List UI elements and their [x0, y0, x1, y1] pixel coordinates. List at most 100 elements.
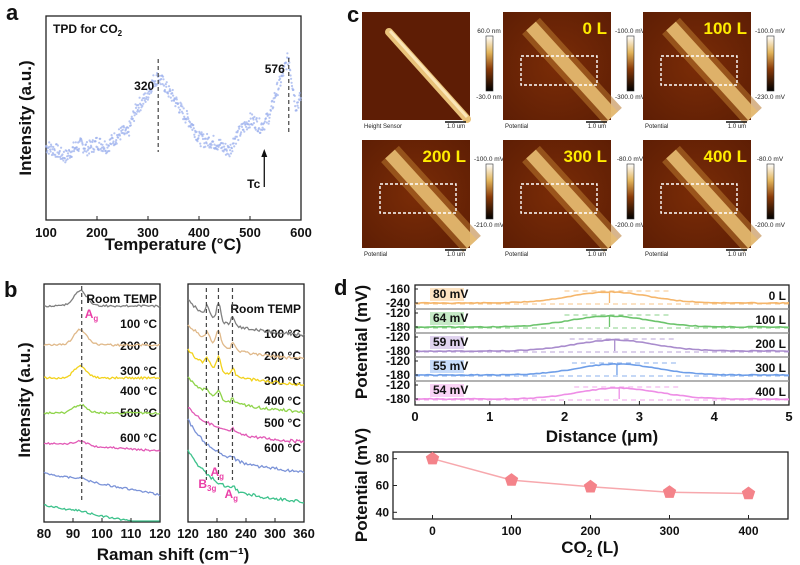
- data-point: [138, 110, 141, 113]
- data-point: [183, 115, 186, 118]
- data-point: [104, 149, 107, 152]
- data-point: [150, 90, 153, 93]
- data-point: [52, 145, 55, 149]
- data-point: [265, 121, 268, 124]
- data-point: [206, 132, 209, 136]
- data-point: [56, 151, 59, 154]
- colorbar-min: -300.0 mV: [615, 94, 646, 101]
- y-tick-label: -180: [386, 368, 410, 382]
- data-point: [59, 155, 62, 159]
- data-point: [99, 137, 102, 140]
- nanorod: [666, 149, 758, 249]
- diff-label-bg: [430, 360, 464, 373]
- data-point: [154, 84, 157, 87]
- spectrum-line: [187, 299, 305, 338]
- data-point: [96, 146, 99, 149]
- data-point: [263, 120, 266, 123]
- profile-line: [414, 362, 789, 377]
- data-point: [279, 84, 282, 87]
- data-point: [50, 145, 53, 148]
- data-point-pentagon: [425, 451, 440, 465]
- data-point: [136, 108, 139, 112]
- data-point: [90, 146, 93, 149]
- data-point: [169, 96, 172, 99]
- x-tick-label: 100: [501, 524, 521, 538]
- data-point: [60, 146, 63, 149]
- series-label: 200 °C: [120, 339, 157, 353]
- panel-letter-a: a: [6, 0, 19, 25]
- data-point: [57, 155, 60, 158]
- x-tick-label: 300: [137, 225, 159, 240]
- peak-marker-label: B3g: [198, 477, 216, 493]
- colorbar: [766, 35, 775, 92]
- profile-line: [414, 290, 790, 305]
- data-point: [210, 146, 213, 149]
- y-tick-label: -180: [386, 344, 410, 358]
- data-point: [162, 84, 166, 87]
- data-point: [127, 130, 130, 133]
- data-point: [248, 123, 251, 126]
- data-point: [197, 137, 200, 140]
- series-label: 400 °C: [264, 394, 301, 408]
- data-point: [195, 130, 198, 133]
- profile-line: [415, 338, 790, 353]
- data-point: [257, 127, 261, 130]
- image-caption: Potential: [645, 252, 668, 258]
- data-point: [204, 145, 207, 148]
- data-point: [74, 141, 77, 144]
- data-point: [273, 96, 277, 99]
- data-point: [154, 80, 157, 83]
- raman-charts: 600 °C 500 °C 400 °C 300 °C 200 °C 100 °C Room…: [15, 283, 315, 564]
- data-point: [134, 106, 138, 109]
- x-tick-label: 4: [711, 409, 719, 424]
- selection-box: [379, 183, 457, 214]
- data-point: [207, 136, 210, 139]
- data-point: [259, 131, 262, 134]
- data-point: [67, 154, 70, 157]
- data-point: [262, 122, 266, 125]
- data-point: [212, 140, 215, 143]
- x-tick-label: 0: [411, 409, 418, 424]
- data-point: [224, 142, 227, 145]
- data-point: [222, 150, 225, 153]
- data-point: [48, 141, 51, 144]
- data-point: [165, 85, 168, 88]
- data-point: [143, 97, 146, 100]
- x-axis-label-top: Distance (μm): [546, 427, 658, 446]
- afm-image-height: Height Sensor 1.0 um 60.0 nm -30.0 nm: [362, 12, 502, 130]
- colorbar-min: -200.0 mV: [755, 222, 786, 229]
- data-point: [252, 122, 255, 125]
- data-point: [117, 128, 121, 131]
- diff-label-bg: [430, 336, 464, 349]
- diff-label-bg: [430, 384, 464, 397]
- y-axis-label: Intensity (a.u.): [16, 60, 35, 175]
- x-tick-label: 600: [290, 225, 312, 240]
- colorbar-min: -230.0 mV: [755, 94, 786, 101]
- scale-bar-label: 1.0 um: [588, 124, 606, 130]
- data-point: [181, 105, 184, 108]
- data-point: [119, 138, 122, 141]
- data-point: [289, 69, 292, 72]
- data-point: [201, 137, 205, 141]
- spectrum-line: [43, 364, 161, 380]
- data-point: [146, 92, 149, 95]
- data-point: [228, 146, 231, 149]
- data-point: [268, 113, 272, 116]
- data-point: [293, 94, 296, 97]
- data-point: [199, 145, 202, 148]
- data-point: [168, 88, 171, 91]
- x-tick-label: 2: [561, 409, 568, 424]
- data-point: [171, 92, 174, 95]
- scale-bar-label: 1.0 um: [728, 252, 746, 258]
- colorbar-max: -100.0 mV: [615, 28, 646, 35]
- data-point: [105, 143, 108, 146]
- diff-label-bg: [430, 288, 464, 301]
- selection-box: [520, 183, 598, 214]
- data-point: [91, 140, 94, 144]
- data-point: [170, 99, 173, 102]
- data-point: [236, 129, 239, 132]
- data-point: [169, 89, 172, 92]
- data-point: [231, 150, 234, 153]
- data-point: [296, 104, 299, 107]
- data-point: [233, 145, 236, 148]
